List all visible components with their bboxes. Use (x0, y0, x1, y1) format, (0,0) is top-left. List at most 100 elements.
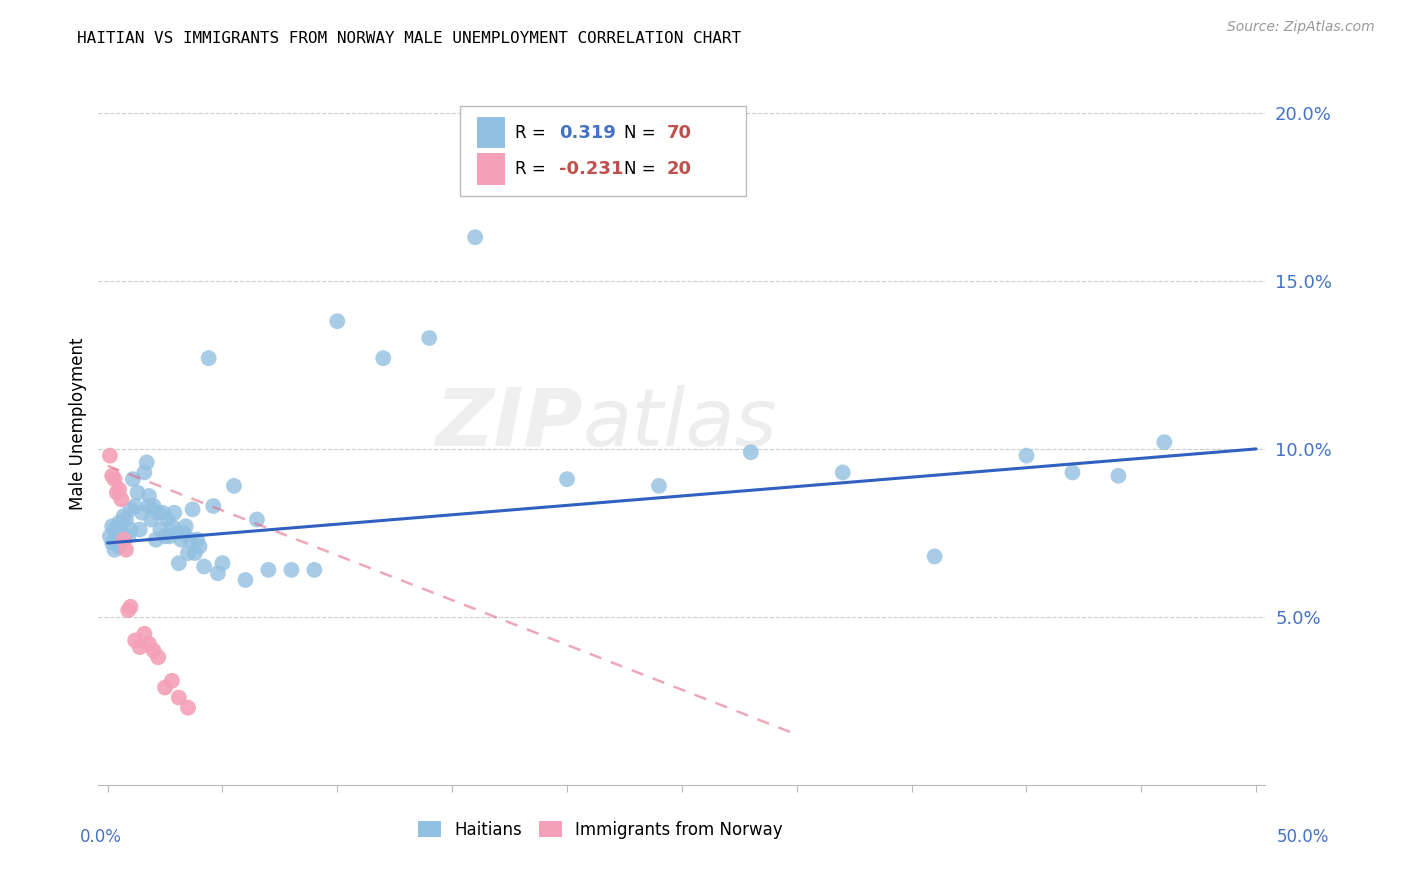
Point (202, 499, 225, 513)
Point (124, 499, 146, 513)
Point (188, 540, 211, 554)
Point (181, 502, 204, 516)
Point (167, 690, 190, 705)
Text: N =: N = (624, 123, 661, 142)
Point (156, 512, 179, 526)
Point (184, 546, 207, 560)
Point (246, 512, 269, 526)
Point (280, 563, 302, 577)
Point (142, 643, 165, 657)
Point (924, 549, 946, 564)
Point (418, 331, 440, 345)
Point (1153, 435, 1175, 450)
Point (146, 650, 169, 665)
Point (127, 485, 149, 500)
Point (101, 468, 124, 483)
Point (128, 640, 150, 655)
Point (122, 472, 145, 486)
Point (112, 533, 135, 547)
Point (120, 523, 142, 537)
Point (193, 559, 215, 574)
Point (103, 523, 125, 537)
Point (222, 479, 245, 493)
Point (101, 536, 124, 550)
Point (149, 523, 172, 537)
Point (170, 533, 193, 547)
Point (134, 466, 156, 480)
Point (174, 519, 197, 533)
Point (177, 546, 200, 560)
Point (152, 506, 174, 520)
Point (153, 681, 176, 695)
FancyBboxPatch shape (477, 153, 505, 185)
FancyBboxPatch shape (477, 117, 505, 148)
Text: atlas: atlas (582, 384, 778, 463)
Point (142, 499, 165, 513)
Text: 0.0%: 0.0% (80, 828, 122, 846)
Point (373, 351, 395, 366)
Text: N =: N = (624, 160, 661, 178)
Point (98, 449, 121, 463)
Point (117, 603, 139, 617)
Point (138, 499, 160, 513)
Point (105, 485, 128, 500)
Point (138, 489, 160, 503)
Point (103, 472, 125, 486)
Point (167, 556, 190, 570)
Point (134, 626, 156, 640)
Point (110, 525, 132, 540)
Point (120, 599, 142, 614)
Point (160, 519, 183, 533)
Point (101, 519, 124, 533)
Point (304, 563, 326, 577)
Point (1015, 449, 1038, 463)
Text: 20: 20 (666, 160, 692, 178)
Point (110, 492, 132, 507)
Point (163, 506, 186, 520)
Point (177, 700, 200, 714)
Point (207, 566, 229, 581)
Point (135, 455, 157, 469)
Point (831, 466, 853, 480)
Text: 0.319: 0.319 (560, 123, 616, 142)
Point (108, 540, 131, 554)
Point (1062, 466, 1084, 480)
Point (326, 314, 349, 328)
Point (160, 673, 183, 688)
FancyBboxPatch shape (460, 106, 747, 196)
Point (124, 633, 146, 648)
Point (172, 525, 194, 540)
Point (153, 529, 176, 543)
Point (740, 445, 762, 459)
Y-axis label: Male Unemployment: Male Unemployment (69, 337, 87, 510)
Text: ZIP: ZIP (436, 384, 582, 463)
Point (131, 506, 153, 520)
Point (115, 542, 138, 557)
Text: R =: R = (515, 160, 551, 178)
Text: HAITIAN VS IMMIGRANTS FROM NORWAY MALE UNEMPLOYMENT CORRELATION CHART: HAITIAN VS IMMIGRANTS FROM NORWAY MALE U… (77, 31, 741, 46)
Point (159, 529, 181, 543)
Point (138, 637, 160, 651)
Legend: Haitians, Immigrants from Norway: Haitians, Immigrants from Norway (411, 814, 790, 846)
Point (115, 512, 138, 526)
Point (128, 523, 150, 537)
Text: Source: ZipAtlas.com: Source: ZipAtlas.com (1227, 20, 1375, 34)
Point (166, 525, 188, 540)
Point (211, 556, 233, 570)
Point (1107, 468, 1129, 483)
Point (117, 529, 139, 543)
Point (197, 351, 219, 366)
Point (464, 230, 486, 244)
Point (112, 533, 135, 547)
Point (112, 509, 135, 524)
Point (235, 573, 257, 587)
Text: 70: 70 (666, 123, 692, 142)
Text: R =: R = (515, 123, 551, 142)
Text: -0.231: -0.231 (560, 160, 624, 178)
Point (120, 502, 142, 516)
Text: 50.0%: 50.0% (1277, 828, 1329, 846)
Point (105, 533, 128, 547)
Point (108, 482, 131, 496)
Point (108, 516, 131, 530)
Point (98, 529, 121, 543)
